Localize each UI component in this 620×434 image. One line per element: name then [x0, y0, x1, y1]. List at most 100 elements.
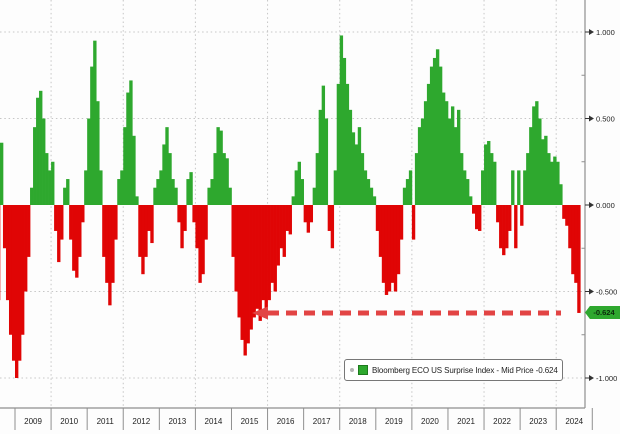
surprise-bar	[75, 205, 79, 278]
surprise-bar	[517, 170, 521, 205]
surprise-bar	[390, 205, 395, 283]
surprise-bar	[63, 187, 67, 205]
surprise-bar	[366, 179, 371, 205]
surprise-bar	[132, 135, 136, 205]
surprise-bar	[144, 205, 148, 257]
surprise-bar	[414, 153, 419, 205]
surprise-bar	[255, 205, 259, 309]
surprise-bar	[417, 127, 422, 205]
surprise-bar	[372, 196, 377, 205]
surprise-bar	[261, 205, 265, 301]
surprise-bar	[195, 205, 199, 249]
surprise-bar	[294, 170, 298, 205]
surprise-bar	[72, 205, 76, 271]
surprise-bar	[526, 153, 530, 205]
surprise-bar	[258, 205, 262, 321]
surprise-bar	[264, 205, 268, 309]
surprise-bar	[216, 127, 220, 205]
surprise-bar	[348, 109, 353, 205]
y-axis-tick-pointer-icon	[589, 202, 594, 208]
y-axis-label: -1.000	[596, 374, 617, 383]
surprise-bar	[450, 106, 455, 205]
surprise-bar	[252, 205, 256, 318]
surprise-bar	[201, 205, 205, 275]
surprise-bar	[237, 205, 241, 318]
surprise-bar	[312, 187, 317, 205]
y-axis-tick-pointer-icon	[589, 288, 594, 295]
surprise-bar	[165, 127, 169, 205]
surprise-bar	[402, 187, 407, 205]
surprise-bar	[60, 205, 64, 240]
y-axis-label: 0.000	[596, 201, 615, 210]
surprise-bar	[336, 83, 341, 205]
surprise-bar	[81, 205, 85, 223]
year-label: 2020	[421, 417, 439, 426]
surprise-bar	[249, 205, 253, 330]
surprise-bar	[487, 140, 491, 205]
surprise-bar	[462, 170, 467, 205]
surprise-bar	[523, 170, 527, 205]
surprise-bar	[411, 205, 416, 240]
surprise-bar	[432, 57, 437, 206]
surprise-bar	[291, 196, 295, 205]
surprise-bar	[246, 205, 250, 344]
surprise-bar	[90, 66, 94, 205]
surprise-bar	[478, 205, 482, 231]
legend-box: Bloomberg ECO US Surprise Index - Mid Pr…	[344, 359, 563, 381]
surprise-bar	[300, 179, 304, 205]
surprise-bar	[18, 205, 22, 361]
surprise-bar	[447, 118, 452, 205]
surprise-bar	[435, 49, 440, 205]
legend-bullet-icon	[350, 368, 354, 372]
surprise-bar	[171, 179, 175, 205]
surprise-bar	[102, 205, 106, 257]
surprise-bar	[345, 83, 350, 205]
surprise-bar	[571, 205, 575, 275]
surprise-bar	[135, 196, 139, 205]
surprise-bar	[369, 187, 374, 205]
surprise-bar	[15, 205, 19, 378]
surprise-bar	[511, 170, 515, 205]
surprise-bar	[553, 156, 557, 205]
surprise-bar	[429, 66, 434, 205]
surprise-bar	[57, 205, 61, 263]
surprise-bar	[111, 205, 115, 283]
surprise-bar	[514, 205, 518, 249]
surprise-bar	[499, 205, 503, 249]
surprise-bar	[384, 205, 389, 295]
surprise-bar	[532, 106, 536, 205]
surprise-bar	[333, 170, 338, 205]
surprise-bar	[36, 97, 40, 205]
surprise-bar	[207, 187, 211, 205]
surprise-bar	[444, 101, 449, 205]
surprise-bar	[547, 153, 551, 205]
surprise-bar	[550, 161, 554, 205]
surprise-bar	[240, 205, 244, 340]
surprise-bar	[153, 187, 157, 205]
surprise-bar	[354, 144, 359, 205]
surprise-bar	[535, 101, 539, 205]
surprise-bar	[228, 187, 232, 205]
surprise-bar	[378, 205, 383, 257]
surprise-bar	[243, 205, 247, 356]
surprise-bar	[456, 109, 461, 205]
surprise-bar	[420, 118, 425, 205]
surprise-bar	[54, 205, 58, 231]
surprise-bar	[559, 184, 563, 205]
surprise-bar	[472, 205, 476, 214]
surprise-bar	[469, 196, 473, 205]
year-label: 2015	[241, 417, 259, 426]
surprise-bar	[330, 205, 335, 249]
surprise-bar	[168, 153, 172, 205]
year-label: 2022	[493, 417, 511, 426]
surprise-bar	[351, 132, 356, 205]
surprise-bar	[568, 205, 572, 249]
surprise-bar	[490, 153, 494, 205]
surprise-bar	[408, 170, 413, 205]
surprise-bar	[538, 118, 542, 205]
surprise-bar	[303, 205, 307, 223]
surprise-bar	[324, 118, 329, 205]
surprise-bar	[541, 139, 545, 205]
